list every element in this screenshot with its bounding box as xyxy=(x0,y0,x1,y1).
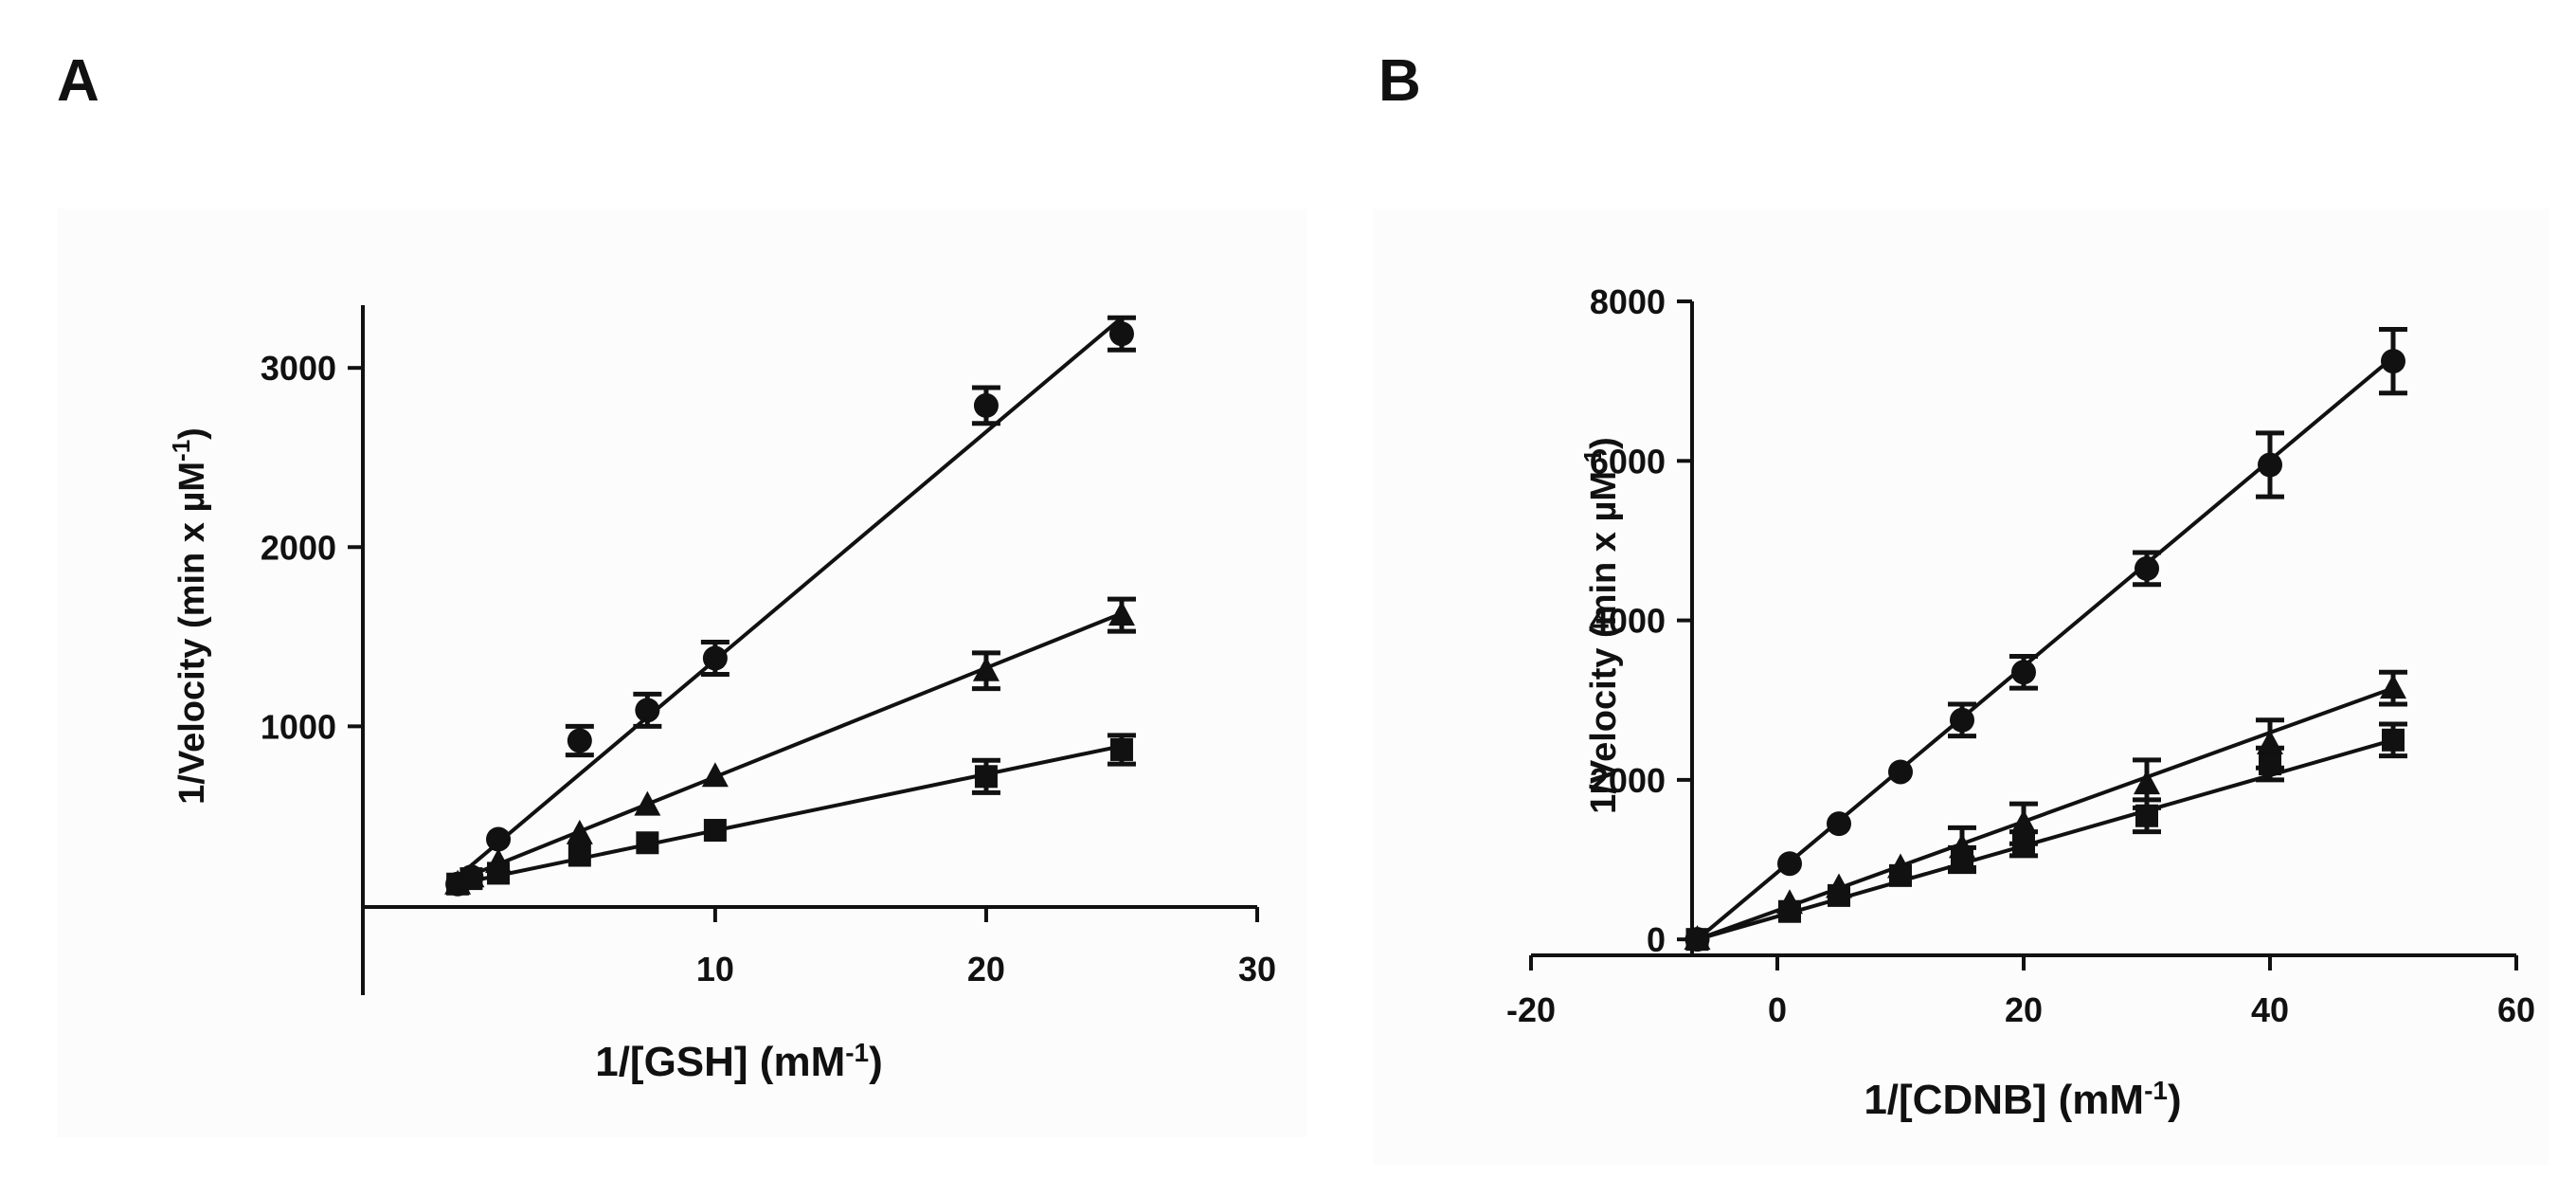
b-y-tick-label: 4000 xyxy=(1590,602,1666,641)
a-fit-line-square xyxy=(457,744,1123,886)
b-point-square xyxy=(1951,848,1973,872)
a-y-axis-label: 1/Velocity (min x µM-1) xyxy=(167,427,212,805)
b-point-square xyxy=(1778,899,1801,923)
b-point-square xyxy=(2135,804,2158,827)
a-point-circle xyxy=(973,392,999,418)
b-point-circle xyxy=(1827,811,1851,837)
panel-b-chart: -20 0 20 40 60 0 2000 4000 6000 8000 1/[CDNB] (mM-… xyxy=(1506,282,2535,1123)
a-point-square xyxy=(1109,737,1133,761)
a-y-tick-label: 1000 xyxy=(261,707,336,746)
b-y-axis-label: 1/Velocity (min x µM-1) xyxy=(1578,437,1624,814)
b-y-tick-label: 2000 xyxy=(1590,761,1666,800)
a-fit-line-triangle xyxy=(457,611,1123,882)
b-point-circle xyxy=(1888,759,1913,785)
a-point-triangle xyxy=(1108,601,1135,626)
panel-b-background xyxy=(1374,209,2549,1166)
b-point-square xyxy=(2382,728,2405,752)
b-fit-line-circle xyxy=(1696,355,2395,941)
a-fit-line-circle xyxy=(456,316,1124,879)
b-point-square xyxy=(2012,832,2035,856)
a-point-circle xyxy=(1108,321,1134,347)
a-x-axis-label-end: ) xyxy=(869,1039,883,1085)
b-point-circle xyxy=(2011,660,2036,685)
b-x-tick-label: -20 xyxy=(1506,990,1556,1029)
b-x-tick-label: 0 xyxy=(1768,990,1787,1029)
a-y-axis-label-end: ) xyxy=(172,427,212,440)
a-x-tick-label: 10 xyxy=(696,950,734,989)
b-point-circle xyxy=(2135,555,2159,581)
a-point-circle xyxy=(635,698,660,723)
b-point-triangle xyxy=(2010,809,2037,835)
a-point-circle xyxy=(702,645,728,671)
a-point-circle xyxy=(486,826,512,852)
a-x-axis-label-sup: -1 xyxy=(845,1038,869,1067)
a-point-triangle xyxy=(972,656,1000,681)
b-point-triangle xyxy=(2380,674,2406,699)
b-point-square xyxy=(1828,883,1850,907)
a-x-tick-label: 20 xyxy=(967,950,1005,989)
b-x-axis-label: 1/[CDNB] (mM-1) xyxy=(1864,1076,2181,1124)
a-point-triangle xyxy=(701,762,729,788)
b-point-square xyxy=(1685,928,1709,952)
panel-a-chart: 10 20 30 1000 2000 3000 1/[GSH] (mM-1) 1/Veloci… xyxy=(167,305,1276,1085)
b-fit-line-triangle xyxy=(1696,686,2394,942)
b-x-tick-label: 20 xyxy=(2005,990,2043,1029)
a-point-square xyxy=(487,862,511,885)
a-point-circle xyxy=(567,728,592,753)
a-x-axis-label: 1/[GSH] (mM-1) xyxy=(595,1038,883,1086)
b-y-tick-label: 0 xyxy=(1647,920,1666,959)
b-y-tick-label: 8000 xyxy=(1590,282,1666,321)
a-point-square xyxy=(459,867,483,891)
a-point-triangle xyxy=(634,790,661,816)
a-point-square xyxy=(703,819,727,843)
b-point-circle xyxy=(2258,452,2282,478)
b-point-circle xyxy=(1950,707,1974,733)
a-point-square xyxy=(974,765,998,789)
a-y-axis-label-sup: -1 xyxy=(167,440,195,462)
a-y-tick-label: 3000 xyxy=(261,349,336,388)
b-point-circle xyxy=(2381,349,2405,374)
b-x-tick-label: 60 xyxy=(2497,990,2535,1029)
b-y-axis-label-sup: -1 xyxy=(1578,449,1607,471)
panel-label-b: B xyxy=(1378,48,1421,114)
b-fit-line-square xyxy=(1696,737,2394,942)
b-y-tick-label: 6000 xyxy=(1590,442,1666,481)
a-y-tick-label: 2000 xyxy=(261,528,336,567)
b-point-square xyxy=(1889,863,1912,887)
b-x-tick-label: 40 xyxy=(2251,990,2289,1029)
panel-a-background xyxy=(57,209,1307,1137)
a-point-square xyxy=(636,831,659,855)
panel-label-a: A xyxy=(57,48,99,114)
a-x-tick-label: 30 xyxy=(1238,950,1276,989)
b-x-axis-label-sup: -1 xyxy=(2144,1076,2168,1105)
b-point-circle xyxy=(1777,851,1802,877)
a-point-triangle xyxy=(566,819,593,844)
b-y-axis-label-end: ) xyxy=(1584,437,1624,449)
b-point-triangle xyxy=(2134,770,2160,795)
b-x-axis-label-end: ) xyxy=(2168,1077,2182,1123)
b-point-square xyxy=(2259,753,2281,776)
a-point-square xyxy=(567,843,591,867)
